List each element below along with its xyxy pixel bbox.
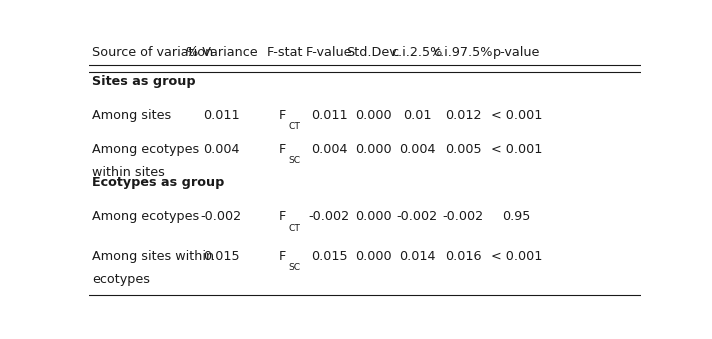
- Text: 0.01: 0.01: [403, 108, 431, 122]
- Text: 0.015: 0.015: [203, 250, 240, 262]
- Text: 0.95: 0.95: [503, 211, 531, 223]
- Text: 0.000: 0.000: [355, 211, 392, 223]
- Text: 0.005: 0.005: [445, 142, 481, 156]
- Text: F-stat: F-stat: [266, 46, 303, 59]
- Text: 0.014: 0.014: [399, 250, 436, 262]
- Text: 0.004: 0.004: [399, 142, 436, 156]
- Text: < 0.001: < 0.001: [491, 142, 543, 156]
- Text: -0.002: -0.002: [201, 211, 242, 223]
- Text: F: F: [278, 142, 286, 156]
- Text: F: F: [278, 108, 286, 122]
- Text: 0.000: 0.000: [355, 142, 392, 156]
- Text: 0.016: 0.016: [445, 250, 481, 262]
- Text: ecotypes: ecotypes: [92, 273, 150, 286]
- Text: 0.011: 0.011: [310, 108, 347, 122]
- Text: F: F: [278, 211, 286, 223]
- Text: % Variance: % Variance: [186, 46, 257, 59]
- Text: 0.004: 0.004: [310, 142, 347, 156]
- Text: Among sites: Among sites: [92, 108, 171, 122]
- Text: -0.002: -0.002: [308, 211, 350, 223]
- Text: 0.004: 0.004: [203, 142, 240, 156]
- Text: p-value: p-value: [493, 46, 540, 59]
- Text: Among sites within: Among sites within: [92, 250, 214, 262]
- Text: -0.002: -0.002: [443, 211, 483, 223]
- Text: SC: SC: [288, 263, 300, 272]
- Text: F: F: [278, 250, 286, 262]
- Text: 0.000: 0.000: [355, 108, 392, 122]
- Text: CT: CT: [288, 122, 300, 131]
- Text: CT: CT: [288, 224, 300, 233]
- Text: SC: SC: [288, 156, 300, 165]
- Text: < 0.001: < 0.001: [491, 250, 543, 262]
- Text: Sites as group: Sites as group: [92, 75, 195, 88]
- Text: 0.011: 0.011: [203, 108, 240, 122]
- Text: Among ecotypes: Among ecotypes: [92, 142, 199, 156]
- Text: within sites: within sites: [92, 166, 164, 179]
- Text: -0.002: -0.002: [397, 211, 438, 223]
- Text: 0.012: 0.012: [445, 108, 481, 122]
- Text: Among ecotypes: Among ecotypes: [92, 211, 199, 223]
- Text: Ecotypes as group: Ecotypes as group: [92, 176, 224, 190]
- Text: Source of variation: Source of variation: [92, 46, 213, 59]
- Text: < 0.001: < 0.001: [491, 108, 543, 122]
- Text: c.i.2.5%: c.i.2.5%: [392, 46, 443, 59]
- Text: Std.Dev.: Std.Dev.: [346, 46, 400, 59]
- Text: 0.015: 0.015: [310, 250, 347, 262]
- Text: c.i.97.5%: c.i.97.5%: [434, 46, 493, 59]
- Text: F-value: F-value: [305, 46, 352, 59]
- Text: 0.000: 0.000: [355, 250, 392, 262]
